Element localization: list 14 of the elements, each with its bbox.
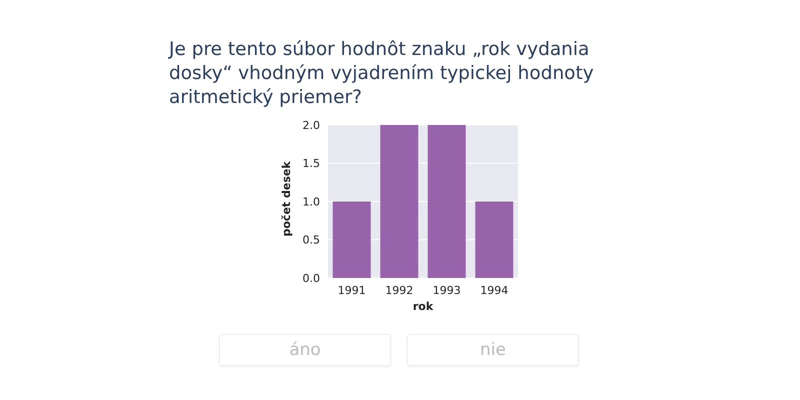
button: áno xyxy=(219,334,391,366)
x-tick-label: 1991 xyxy=(338,284,366,297)
y-tick-label: 2.0 xyxy=(302,118,320,132)
x-tick-label: 1994 xyxy=(480,284,508,297)
chart-title: Je pre tento súbor hodnôt znaku „rok vydania dosky“ vhodným vyjadrením typickej hodnoty aritmetický priemer? xyxy=(169,38,595,110)
x-tick-label: 1992 xyxy=(385,284,414,297)
y-tick-label: 0.5 xyxy=(302,234,320,247)
y-tick-label: 1.0 xyxy=(302,195,320,208)
button: nie xyxy=(407,334,579,366)
y-tick-label: 1.5 xyxy=(302,157,320,170)
x-tick-label: 1993 xyxy=(432,284,461,297)
x-axis-title: rok xyxy=(412,300,434,313)
y-axis-title: počet desek xyxy=(280,160,293,236)
y-tick-label: 0.0 xyxy=(302,272,320,285)
